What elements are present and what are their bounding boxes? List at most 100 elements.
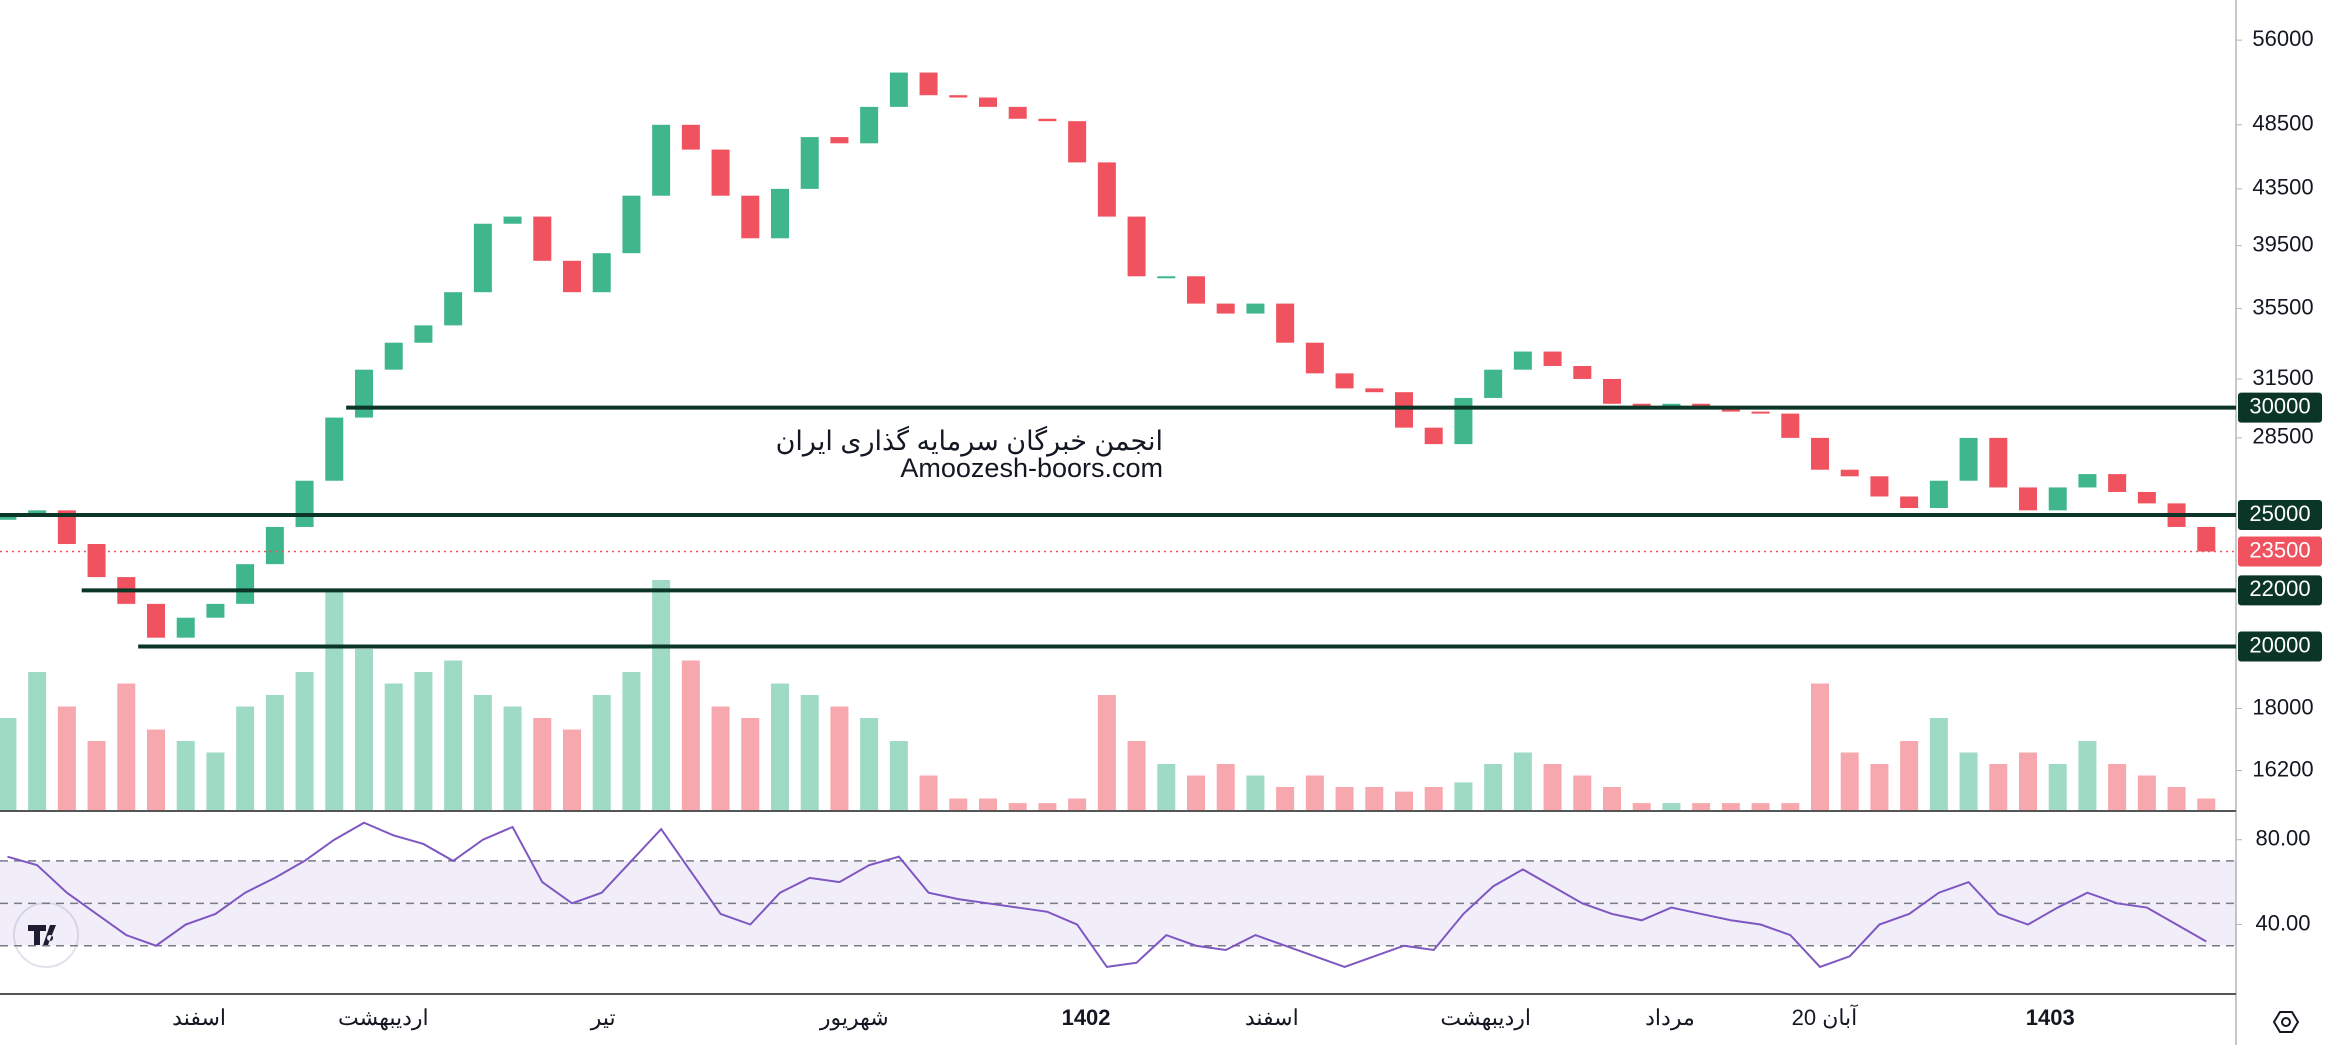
watermark: Amoozesh-boors.com — [900, 453, 1163, 483]
candle — [1900, 496, 1919, 509]
volume-bar — [1335, 787, 1354, 810]
volume-bar — [2078, 741, 2097, 810]
level-label-box — [2238, 631, 2322, 662]
volume-bar — [1038, 803, 1057, 810]
volume-bar — [1900, 741, 1919, 810]
volume-bar — [1216, 764, 1235, 810]
candle — [206, 603, 225, 618]
volume-bar — [1959, 752, 1978, 810]
candle — [355, 369, 373, 418]
candle — [533, 216, 552, 261]
candle — [681, 124, 700, 150]
candle — [57, 510, 76, 545]
candle — [1305, 342, 1324, 374]
tv-logo[interactable] — [13, 902, 79, 968]
y-tick-label: 56000 — [2252, 26, 2313, 51]
candle — [2019, 487, 2037, 511]
volume-bar — [1365, 787, 1384, 810]
volume-bar — [1068, 798, 1087, 810]
volume-bar — [503, 706, 522, 810]
y-tick-label: 35500 — [2252, 294, 2313, 319]
volume-bar — [1662, 803, 1681, 810]
rsi-tick-label: 40.00 — [2255, 910, 2310, 935]
volume-bar — [2197, 798, 2216, 810]
volume-bar — [681, 660, 700, 810]
volume-bar — [1305, 775, 1324, 810]
volume-bar — [1989, 764, 2008, 810]
level-label-box — [2238, 392, 2322, 423]
settings-icon[interactable] — [2272, 1011, 2300, 1033]
candle — [2078, 474, 2097, 488]
volume-bar — [1811, 683, 1829, 810]
last-price-box — [2238, 536, 2322, 567]
y-tick-label: 39500 — [2252, 231, 2313, 256]
candle — [800, 137, 819, 189]
volume-bar — [979, 798, 997, 810]
candle — [949, 95, 968, 98]
candle — [860, 106, 879, 144]
watermark: انجمن خبرگان سرمایه گذاری ایران — [776, 425, 1163, 457]
candle — [0, 515, 17, 520]
x-tick-label: شهریور — [819, 1005, 889, 1031]
volume-bar — [265, 695, 284, 810]
candle — [592, 253, 611, 293]
candle — [1603, 378, 1621, 404]
volume-bar — [563, 729, 581, 810]
volume-bar — [1454, 782, 1473, 810]
rsi-tick-label: 80.00 — [2255, 826, 2310, 851]
volume-bar — [444, 660, 463, 810]
candle — [1187, 276, 1205, 304]
volume-bar — [147, 729, 165, 810]
volume-bar — [1840, 752, 1859, 810]
volume-bar — [592, 695, 611, 810]
level-label: 25000 — [2249, 501, 2310, 526]
volume-bar — [1424, 787, 1443, 810]
x-tick-label: 1402 — [1062, 1005, 1111, 1030]
volume-bar — [652, 580, 671, 810]
x-tick-label: اسفند — [1245, 1005, 1299, 1030]
candle — [1959, 437, 1978, 481]
x-tick-label: اردیبهشت — [338, 1005, 429, 1031]
volume-bar — [1573, 775, 1592, 810]
candle — [830, 137, 849, 144]
volume-bar — [384, 683, 403, 810]
candle — [176, 617, 195, 638]
candle — [2048, 487, 2067, 511]
volume-bar — [622, 672, 641, 810]
level-label: 20000 — [2249, 632, 2310, 657]
y-tick-label: 31500 — [2252, 365, 2313, 390]
volume-bar — [1721, 803, 1740, 810]
volume-bar — [2108, 764, 2127, 810]
y-tick-label: 48500 — [2252, 111, 2313, 136]
volume-bar — [711, 706, 730, 810]
candle — [87, 544, 106, 578]
volume-bar — [414, 672, 433, 810]
volume-bar — [236, 706, 255, 810]
volume-bar — [473, 695, 492, 810]
volume-bar — [771, 683, 789, 810]
volume-bar — [176, 741, 195, 810]
volume-bar — [860, 718, 879, 810]
volume-bar — [117, 683, 136, 810]
x-tick-label: تیر — [590, 1005, 616, 1031]
volume-bar — [1187, 775, 1205, 810]
candle — [2137, 491, 2156, 504]
candle — [889, 72, 908, 107]
candle — [1157, 276, 1176, 279]
volume-bar — [1781, 803, 1800, 810]
y-tick-label: 16200 — [2252, 756, 2313, 781]
level-label-box — [2238, 500, 2322, 531]
volume-bar — [1395, 791, 1413, 810]
volume-bar — [1246, 775, 1265, 810]
volume-bar — [1008, 803, 1027, 810]
candle — [1424, 427, 1443, 445]
volume-bar — [800, 695, 819, 810]
y-tick-label: 28500 — [2252, 424, 2313, 449]
volume-bar — [830, 706, 849, 810]
candle — [444, 292, 463, 326]
volume-bar — [0, 718, 17, 810]
candle — [1929, 480, 1948, 509]
candle — [265, 526, 284, 565]
candle — [1246, 303, 1265, 314]
